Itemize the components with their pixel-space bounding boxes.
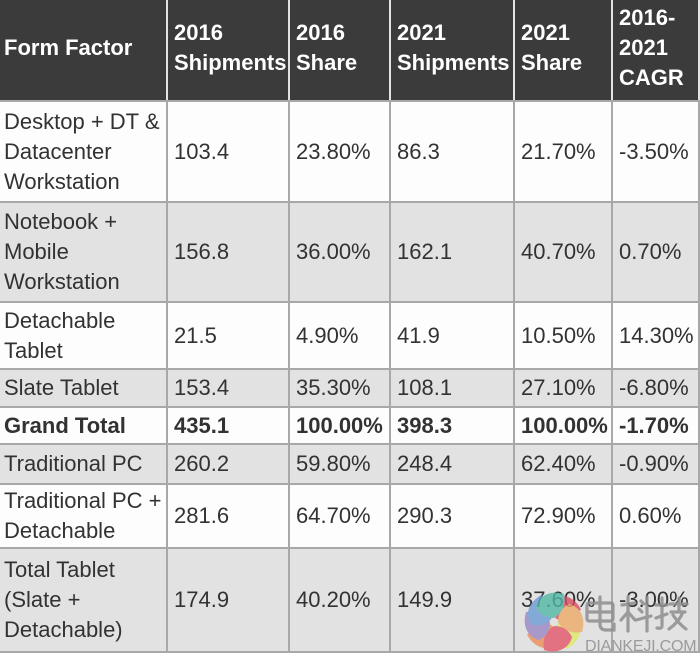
svg-text:DIANKEJI.COM: DIANKEJI.COM	[585, 638, 696, 655]
